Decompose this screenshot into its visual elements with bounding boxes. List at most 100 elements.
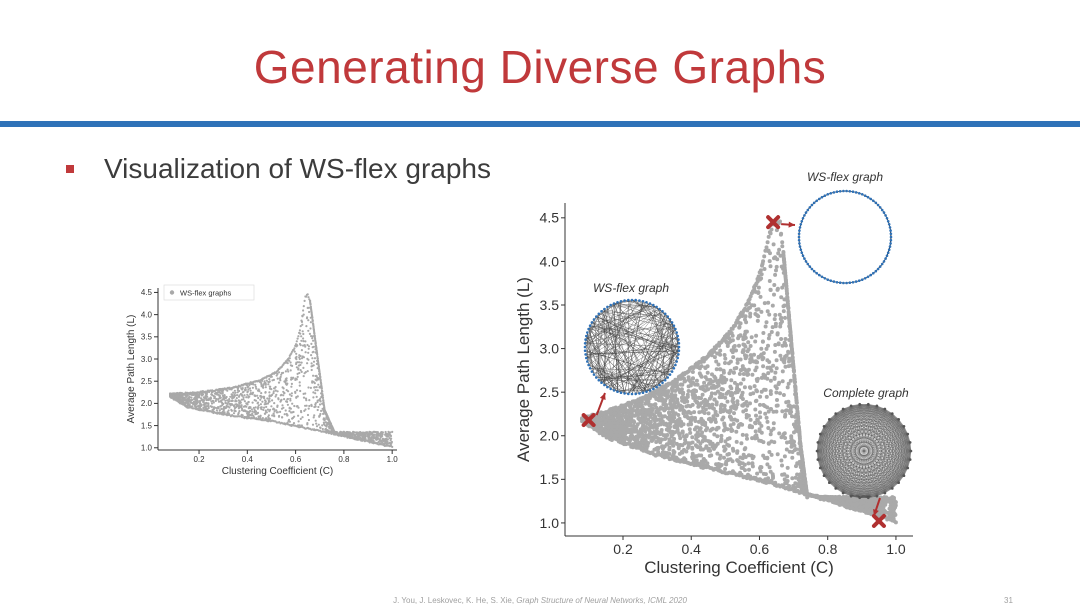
scatter-point <box>302 309 305 312</box>
scatter-point <box>746 340 751 345</box>
scatter-point <box>749 335 754 340</box>
scatter-point <box>321 424 324 427</box>
scatter-point <box>761 259 766 264</box>
scatter-point <box>730 428 735 433</box>
scatter-point <box>297 414 300 417</box>
scatter-point <box>215 407 219 410</box>
scatter-point <box>753 339 758 344</box>
scatter-point <box>632 420 637 424</box>
scatter-point <box>738 357 743 362</box>
scatter-point <box>214 392 217 395</box>
scatter-point <box>211 408 214 411</box>
scatter-point <box>674 405 679 410</box>
scatter-point <box>285 379 288 382</box>
scatter-point <box>731 421 736 426</box>
scatter-point <box>222 409 225 412</box>
scatter-point <box>745 403 750 408</box>
scatter-point <box>638 402 643 407</box>
scatter-point <box>284 370 287 373</box>
scatter-point <box>604 423 609 428</box>
scatter-point <box>767 259 772 264</box>
scatter-point <box>266 408 269 411</box>
scatter-point <box>199 397 203 400</box>
scatter-point <box>666 428 671 433</box>
scatter-point <box>768 287 773 292</box>
scatter-point <box>655 408 660 413</box>
scatter-point <box>763 387 768 392</box>
scatter-point <box>761 364 766 369</box>
scatter-point <box>763 248 768 253</box>
y-tick-label: 2.0 <box>141 399 153 408</box>
scatter-point <box>772 317 777 322</box>
scatter-point <box>314 419 317 422</box>
y-tick-label: 2.0 <box>540 428 560 444</box>
scatter-point <box>761 453 766 458</box>
scatter-point <box>217 397 220 400</box>
scatter-point <box>391 445 394 448</box>
scatter-point <box>636 430 641 435</box>
scatter-point <box>299 325 302 328</box>
scatter-point <box>688 379 693 384</box>
scatter-point <box>317 365 320 368</box>
scatter-point <box>779 337 784 341</box>
scatter-point <box>758 465 763 469</box>
scatter-point <box>257 404 260 407</box>
scatter-point <box>775 257 780 262</box>
scatter-point <box>629 428 634 433</box>
scatter-point <box>697 371 702 376</box>
scatter-point <box>264 391 267 394</box>
scatter-point <box>183 398 186 401</box>
scatter-point <box>273 415 276 418</box>
scatter-point <box>363 432 366 435</box>
scatter-point <box>286 414 289 417</box>
scatter-point <box>768 407 773 412</box>
scatter-point <box>768 378 773 383</box>
scatter-point <box>248 384 251 387</box>
scatter-point <box>657 417 662 422</box>
scatter-point <box>318 386 321 389</box>
scatter-point <box>668 398 673 403</box>
scatter-point <box>234 399 237 402</box>
scatter-point <box>714 402 719 407</box>
scatter-point <box>301 355 304 358</box>
scatter-point <box>729 405 734 410</box>
scatter-point <box>238 401 241 404</box>
scatter-point <box>770 303 775 308</box>
scatter-point <box>674 441 679 446</box>
scatter-point <box>763 411 768 416</box>
scatter-point <box>723 467 728 471</box>
scatter-point <box>714 427 719 432</box>
scatter-point <box>716 463 721 468</box>
scatter-point <box>710 405 715 410</box>
scatter-point <box>314 402 317 405</box>
scatter-point <box>245 396 248 399</box>
scatter-point <box>379 432 382 435</box>
scatter-point <box>282 387 285 390</box>
scatter-point <box>629 431 634 436</box>
scatter-point <box>735 357 740 362</box>
scatter-point <box>656 392 661 397</box>
scatter-point <box>253 399 256 402</box>
scatter-point <box>783 408 788 413</box>
scatter-point <box>246 386 249 389</box>
scatter-point <box>290 376 293 379</box>
scatter-point <box>241 409 244 412</box>
scatter-point <box>356 432 359 435</box>
scatter-point <box>703 388 708 393</box>
scatter-point <box>767 279 772 283</box>
x-tick-label: 0.4 <box>682 541 702 557</box>
scatter-point <box>233 407 237 410</box>
scatter-point <box>295 352 298 355</box>
scatter-point <box>224 399 227 402</box>
scatter-point <box>732 406 737 410</box>
scatter-point <box>685 394 690 399</box>
scatter-point <box>710 372 714 377</box>
scatter-point <box>178 395 181 398</box>
scatter-point <box>375 433 378 437</box>
scatter-point <box>793 481 798 486</box>
scatter-point <box>363 436 366 439</box>
bullet-item: Visualization of WS-flex graphs <box>66 153 491 185</box>
scatter-point <box>268 378 271 381</box>
scatter-point <box>780 409 785 414</box>
scatter-point <box>220 390 224 393</box>
